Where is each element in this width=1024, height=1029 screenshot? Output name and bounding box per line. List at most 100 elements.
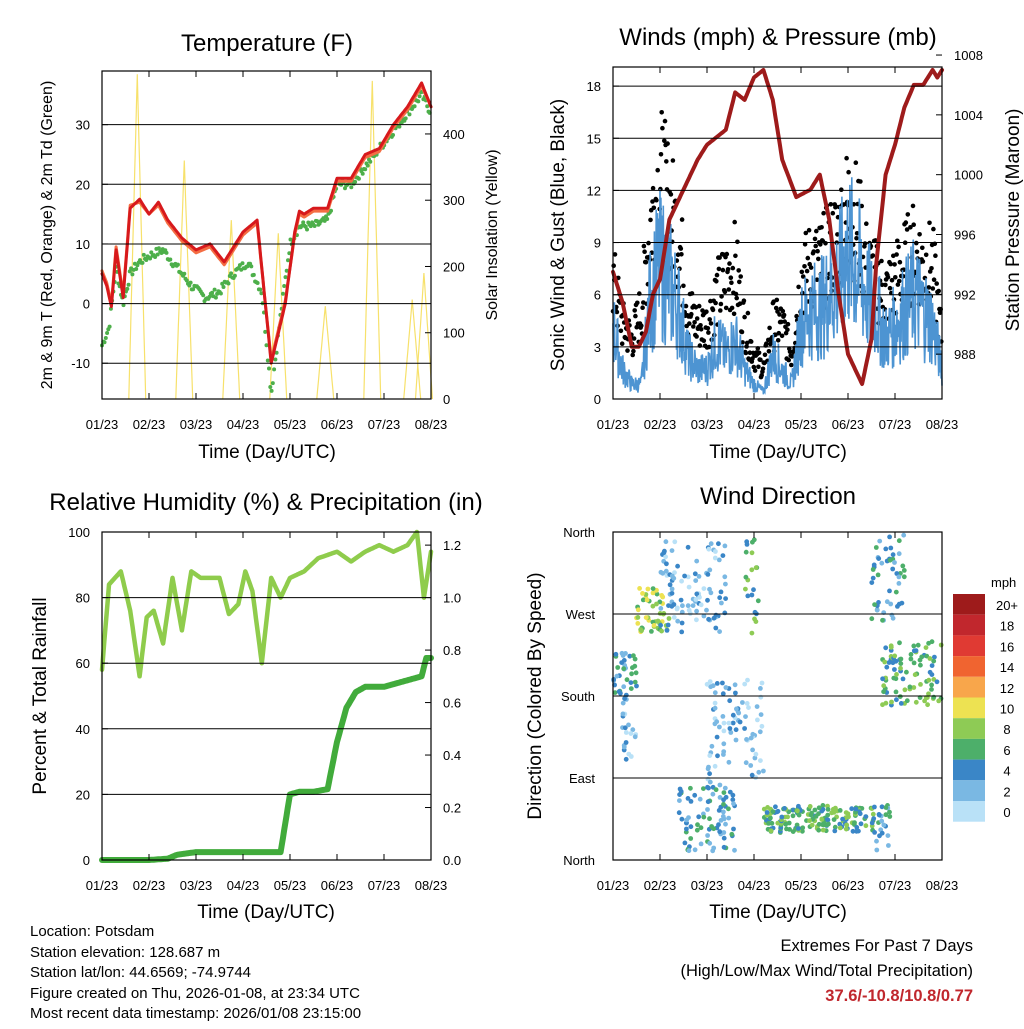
wind-direction-point xyxy=(901,532,907,538)
gust-point xyxy=(694,334,699,339)
wind-direction-point xyxy=(871,816,877,821)
wind-direction-point xyxy=(897,694,903,699)
gust-point xyxy=(858,179,863,184)
wind-direction-point xyxy=(654,601,659,607)
wind-direction-point xyxy=(891,675,897,681)
wind-direction-point xyxy=(876,812,882,818)
wind-direction-point xyxy=(816,827,822,833)
x-tick-label: 02/23 xyxy=(133,878,166,893)
wind-direction-point xyxy=(782,806,787,811)
wind-direction-point xyxy=(619,650,625,656)
wind-direction-point xyxy=(881,689,886,695)
gust-point xyxy=(719,294,724,299)
y-tick-label: 300 xyxy=(443,193,465,208)
dewpoint-point xyxy=(232,273,237,278)
wdir-plot-area xyxy=(611,532,944,854)
dewpoint-point xyxy=(263,329,268,334)
wind-direction-point xyxy=(613,651,619,657)
x-tick-label: 08/23 xyxy=(926,417,959,432)
gust-point xyxy=(806,227,812,233)
dewpoint-point xyxy=(360,171,365,176)
gust-point xyxy=(718,308,723,313)
legend-label: 14 xyxy=(1000,660,1014,675)
gust-point xyxy=(914,249,920,255)
wind-direction-point xyxy=(637,586,642,591)
wind-direction-point xyxy=(858,821,864,827)
wind-direction-point xyxy=(707,779,713,785)
dewpoint-point xyxy=(218,291,223,296)
wind-direction-point xyxy=(685,796,691,801)
dewpoint-point xyxy=(267,366,271,371)
legend-swatch xyxy=(953,801,985,822)
wind-direction-point xyxy=(717,595,723,601)
legend-label: 0 xyxy=(1003,805,1010,820)
wind-direction-point xyxy=(870,567,876,572)
wind-direction-point xyxy=(790,813,796,819)
wind-direction-point xyxy=(678,597,684,603)
dewpoint-point xyxy=(268,385,273,389)
wind-direction-point xyxy=(721,741,727,747)
wind-direction-point xyxy=(672,570,677,575)
wind-direction-point xyxy=(650,603,656,609)
gust-point xyxy=(929,266,934,271)
wind-direction-point xyxy=(758,758,763,763)
wind-direction-point xyxy=(707,753,713,758)
wind-direction-point xyxy=(714,734,720,740)
wind-direction-point xyxy=(832,828,838,834)
x-tick-label: 08/23 xyxy=(415,878,448,893)
gust-point xyxy=(752,368,758,373)
y-tick-label: South xyxy=(561,689,595,704)
solar-insolation-line xyxy=(269,233,288,400)
dewpoint-point xyxy=(269,388,274,393)
dewpoint-point xyxy=(259,291,264,296)
wind-direction-point xyxy=(719,600,724,606)
gust-point xyxy=(917,232,922,237)
gust-point xyxy=(716,266,722,272)
wind-direction-point xyxy=(710,683,716,689)
wind-direction-point xyxy=(705,766,711,772)
gust-point xyxy=(646,240,651,246)
wind-direction-point xyxy=(698,825,704,831)
gust-point xyxy=(767,325,772,331)
wind-direction-point xyxy=(744,701,750,706)
wind-direction-point xyxy=(898,665,903,671)
wind-direction-point xyxy=(671,575,677,581)
y-tick-label: East xyxy=(569,771,595,786)
wind-direction-point xyxy=(931,658,937,664)
gust-point xyxy=(704,309,709,315)
x-tick-label: 02/23 xyxy=(644,417,677,432)
wind-direction-point xyxy=(669,548,675,553)
y-tick-label: 15 xyxy=(587,131,601,146)
wind-direction-point xyxy=(612,690,618,695)
temp-y-ticks: -10 0 10 20 30 xyxy=(71,118,431,371)
gust-point xyxy=(724,251,730,257)
wind-direction-point xyxy=(800,828,805,834)
wind-direction-point xyxy=(753,565,759,571)
wind-direction-point xyxy=(731,826,736,832)
dewpoint-point xyxy=(107,324,112,329)
wind-direction-point xyxy=(732,682,738,688)
wind-direction-point xyxy=(723,821,728,827)
legend-swatch xyxy=(953,780,985,801)
gust-point xyxy=(689,311,694,317)
gust-point xyxy=(664,159,669,164)
wind-direction-point xyxy=(768,815,773,821)
dewpoint-point xyxy=(301,220,306,225)
wind-direction-point xyxy=(884,599,890,605)
gust-point xyxy=(813,243,818,249)
dewpoint-point xyxy=(329,208,333,213)
wind-direction-point xyxy=(713,625,719,631)
dewpoint-point xyxy=(140,260,145,265)
wind-direction-point xyxy=(908,656,914,662)
dewpoint-point xyxy=(325,217,330,221)
dewpoint-point xyxy=(264,343,269,348)
wind-direction-point xyxy=(746,705,751,710)
y-tick-label: 996 xyxy=(954,227,976,242)
wind-direction-point xyxy=(743,586,748,592)
wind-direction-point xyxy=(742,681,748,687)
x-tick-label: 04/23 xyxy=(738,878,771,893)
gust-point xyxy=(808,265,814,270)
wind-direction-point xyxy=(837,808,843,813)
wind-direction-point xyxy=(664,628,670,633)
gust-point xyxy=(642,249,647,254)
